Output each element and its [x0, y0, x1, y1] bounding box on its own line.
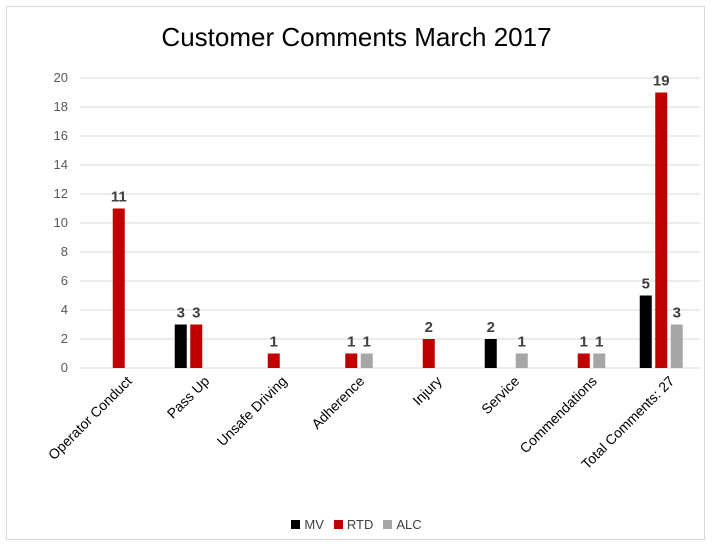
category-label: Service: [478, 373, 522, 417]
category-label: Pass Up: [164, 373, 213, 422]
category-label: Injury: [409, 373, 445, 409]
data-label: 3: [192, 305, 200, 322]
legend-item-rtd: RTD: [333, 517, 374, 532]
legend-label: ALC: [396, 517, 422, 532]
y-tick-label: 14: [54, 157, 68, 172]
bar-rtd: [422, 339, 435, 368]
bar-rtd: [577, 353, 590, 368]
data-label: 3: [673, 305, 681, 322]
bar-alc: [670, 324, 683, 368]
y-tick-label: 2: [61, 331, 68, 346]
category-label: Adherence: [308, 373, 367, 432]
data-label: 3: [177, 305, 185, 322]
data-label: 5: [642, 276, 650, 293]
legend-item-alc: ALC: [383, 517, 422, 532]
category-label: Commendations: [516, 373, 599, 456]
bar-mv: [484, 339, 497, 368]
data-label: 2: [425, 319, 433, 336]
bar-alc: [360, 353, 373, 368]
chart-legend: MV RTD ALC: [0, 517, 713, 532]
y-tick-label: 0: [61, 360, 68, 375]
y-tick-label: 20: [54, 70, 68, 85]
data-label: 1: [595, 334, 603, 351]
bar-rtd: [345, 353, 358, 368]
bar-rtd: [112, 208, 125, 368]
y-tick-label: 6: [61, 273, 68, 288]
data-label: 1: [580, 334, 588, 351]
category-label: Operator Conduct: [45, 373, 135, 463]
bar-mv: [174, 324, 187, 368]
y-tick-label: 8: [61, 244, 68, 259]
legend-label: MV: [304, 517, 324, 532]
data-label: 1: [518, 334, 526, 351]
y-tick-label: 16: [54, 128, 68, 143]
y-tick-label: 18: [54, 99, 68, 114]
data-label: 2: [487, 319, 495, 336]
chart-title: Customer Comments March 2017: [161, 22, 552, 52]
category-label: Unsafe Driving: [214, 373, 290, 449]
data-label: 11: [111, 189, 127, 206]
y-tick-label: 12: [54, 186, 68, 201]
data-label: 19: [653, 73, 670, 90]
bar-mv: [639, 295, 652, 368]
legend-item-mv: MV: [291, 517, 324, 532]
bar-alc: [515, 353, 528, 368]
bar-rtd: [267, 353, 280, 368]
legend-swatch: [291, 520, 301, 529]
bar-alc: [593, 353, 606, 368]
y-tick-label: 4: [61, 302, 68, 317]
data-label: 1: [363, 334, 371, 351]
legend-label: RTD: [346, 517, 374, 532]
legend-swatch: [383, 520, 393, 529]
data-label: 1: [347, 334, 355, 351]
legend-swatch: [333, 520, 343, 529]
y-tick-label: 10: [54, 215, 68, 230]
bar-rtd: [190, 324, 203, 368]
bar-rtd: [655, 92, 668, 368]
data-label: 1: [270, 334, 278, 351]
